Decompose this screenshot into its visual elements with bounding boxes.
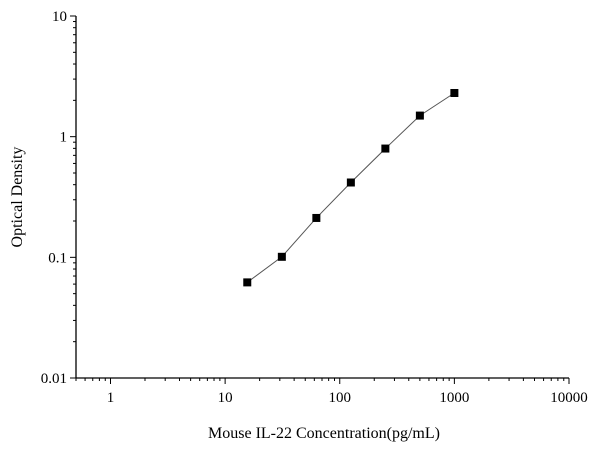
y-tick-label: 1 [60,130,68,146]
x-tick-label: 1 [107,390,115,406]
axes: 1 10 100 1000 10000 0.01 0.1 1 10 [41,9,588,406]
y-tick-label: 0.1 [48,250,67,266]
series-layer [243,88,459,287]
data-point-marker [450,88,459,97]
x-tick-label: 100 [329,390,352,406]
data-point-marker [346,178,355,187]
data-point-marker [415,111,424,120]
x-tick-label: 10 [218,390,233,406]
data-point-marker [277,252,286,261]
y-tick-label: 0.01 [41,371,67,387]
y-tick-label: 10 [52,9,67,25]
x-tick-label: 10000 [550,390,588,406]
x-tick-label: 1000 [439,390,469,406]
data-point-marker [381,144,390,153]
x-axis-title: Mouse IL-22 Concentration(pg/mL) [208,425,440,442]
y-axis-title: Optical Density [9,147,26,248]
data-point-marker [243,278,252,287]
data-point-marker [312,213,321,222]
